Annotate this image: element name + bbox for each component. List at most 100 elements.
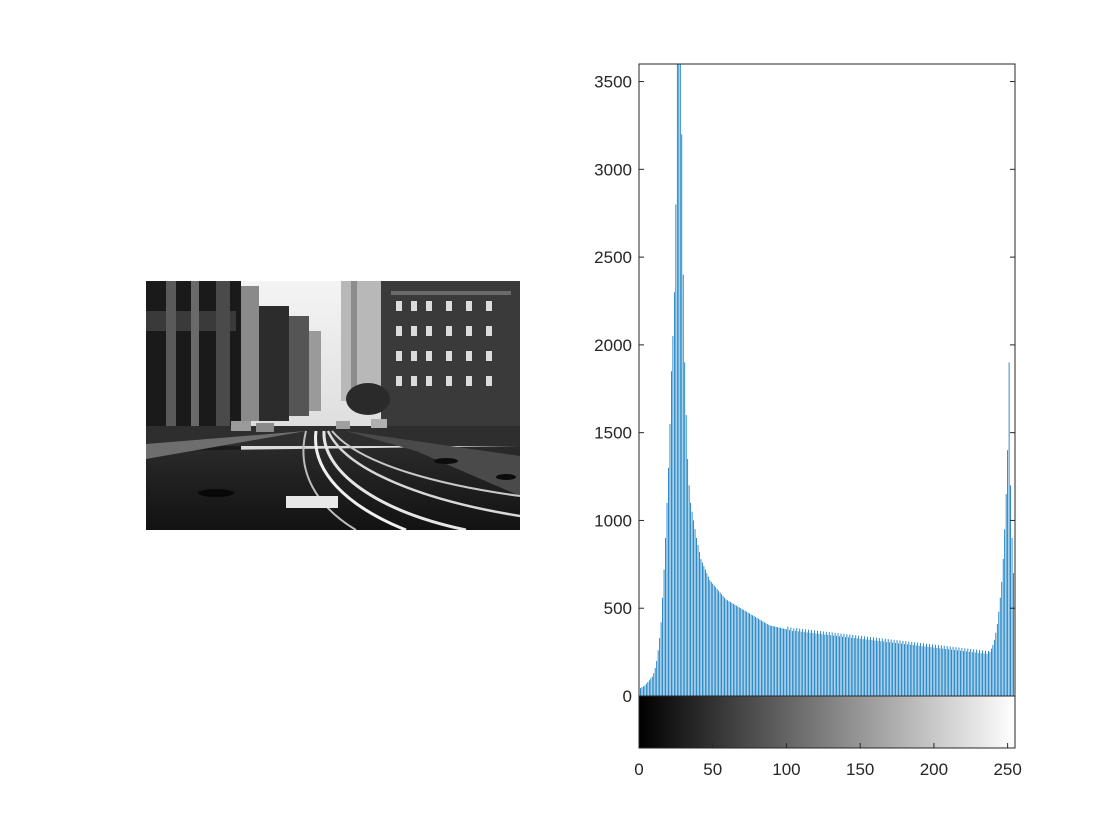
histogram-bar — [668, 467, 669, 696]
histogram-bar — [794, 630, 796, 696]
histogram-bar — [756, 617, 758, 696]
histogram-bar — [890, 639, 892, 696]
histogram-bar — [930, 647, 932, 696]
histogram-bar — [797, 631, 799, 696]
histogram-bar — [673, 292, 675, 696]
histogram-bar — [856, 638, 858, 696]
histogram-bar — [845, 637, 846, 696]
histogram-bar — [812, 633, 814, 696]
histogram-bar — [960, 650, 961, 696]
x-tick-label: 150 — [846, 760, 874, 779]
histogram-bar — [998, 611, 1000, 696]
histogram-bar — [1005, 494, 1007, 696]
histogram-bar — [790, 627, 792, 696]
histogram-bar — [778, 627, 780, 696]
histogram-bar — [718, 590, 720, 696]
histogram-bar — [1010, 485, 1011, 696]
histogram-bar — [672, 336, 674, 696]
histogram-bar — [846, 634, 848, 696]
histogram-bar — [640, 688, 641, 696]
histogram-bar — [982, 650, 983, 696]
histogram-bar — [645, 683, 647, 696]
histogram-bar — [671, 371, 672, 696]
histogram-bar — [839, 636, 840, 696]
histogram-bar — [904, 644, 905, 696]
y-tick-label: 1000 — [594, 511, 632, 530]
histogram-bars — [638, 64, 1016, 697]
histogram-bar — [758, 618, 759, 696]
y-tick-label: 500 — [604, 599, 632, 618]
plot-area — [639, 64, 1015, 696]
histogram-bar — [996, 624, 998, 696]
histogram-bar — [814, 630, 815, 696]
histogram-bar — [738, 607, 740, 696]
histogram-bar — [905, 641, 907, 696]
histogram-bar — [763, 622, 765, 696]
histogram-bar — [859, 638, 861, 696]
histogram-bar — [849, 634, 851, 696]
histogram-bar — [1004, 529, 1006, 696]
histogram-bar — [685, 415, 687, 696]
histogram-bar — [768, 624, 770, 696]
histogram-bar — [743, 609, 745, 696]
histogram-bar — [1013, 573, 1014, 696]
histogram-bar — [834, 632, 836, 696]
histogram-bar — [945, 648, 947, 696]
histogram-bar — [780, 627, 781, 696]
histogram-bar — [926, 643, 927, 696]
histogram-bar — [676, 64, 678, 696]
x-tick-label: 250 — [993, 760, 1021, 779]
histogram-bar — [734, 604, 736, 696]
histogram-bar — [843, 633, 845, 696]
histogram-bar — [873, 637, 874, 696]
histogram-bar — [875, 637, 877, 696]
histogram-bar — [980, 653, 982, 696]
histogram-bar — [641, 687, 643, 696]
histogram-bar — [877, 640, 879, 696]
histogram-bar — [775, 626, 777, 696]
histogram-bar — [744, 610, 746, 696]
histogram-bar — [986, 653, 988, 696]
histogram-bar — [867, 636, 868, 696]
histogram-bar — [861, 635, 863, 696]
histogram-bar — [858, 635, 860, 696]
grayscale-colorbar — [638, 695, 1016, 749]
histogram-bar — [766, 624, 768, 696]
histogram-bar — [912, 645, 914, 696]
histogram-bar — [833, 635, 835, 696]
histogram-bar — [828, 632, 830, 696]
histogram-bar — [881, 638, 883, 696]
histogram-bar — [681, 134, 683, 697]
histogram-bar — [995, 632, 997, 696]
histogram-bar — [709, 580, 711, 696]
histogram-bar — [741, 609, 743, 696]
histogram-bar — [690, 502, 692, 696]
histogram-bar — [883, 641, 885, 696]
histogram-bar — [728, 601, 730, 696]
histogram-bar — [870, 637, 871, 696]
histogram-bar — [688, 485, 690, 696]
histogram-bar — [853, 638, 855, 696]
histogram-bar — [898, 643, 899, 696]
histogram-bar — [791, 631, 793, 696]
histogram-bar — [722, 595, 724, 696]
histogram-bar — [731, 602, 733, 696]
histogram-bar — [954, 650, 955, 696]
histogram-bar — [892, 642, 894, 696]
histogram-bar — [968, 651, 970, 696]
histogram-bar — [800, 631, 802, 696]
histogram-bar — [927, 646, 929, 696]
x-tick-label: 100 — [772, 760, 800, 779]
histogram-bar — [762, 621, 764, 696]
histogram-bar — [666, 502, 668, 696]
histogram-bar — [902, 640, 904, 696]
histogram-bar — [809, 632, 811, 696]
y-tick-label: 1500 — [594, 424, 632, 443]
histogram-bar — [725, 599, 727, 696]
histogram-bar — [985, 650, 986, 696]
histogram-bar — [825, 631, 827, 696]
histogram-bar — [884, 638, 886, 696]
histogram-bar — [991, 648, 992, 696]
